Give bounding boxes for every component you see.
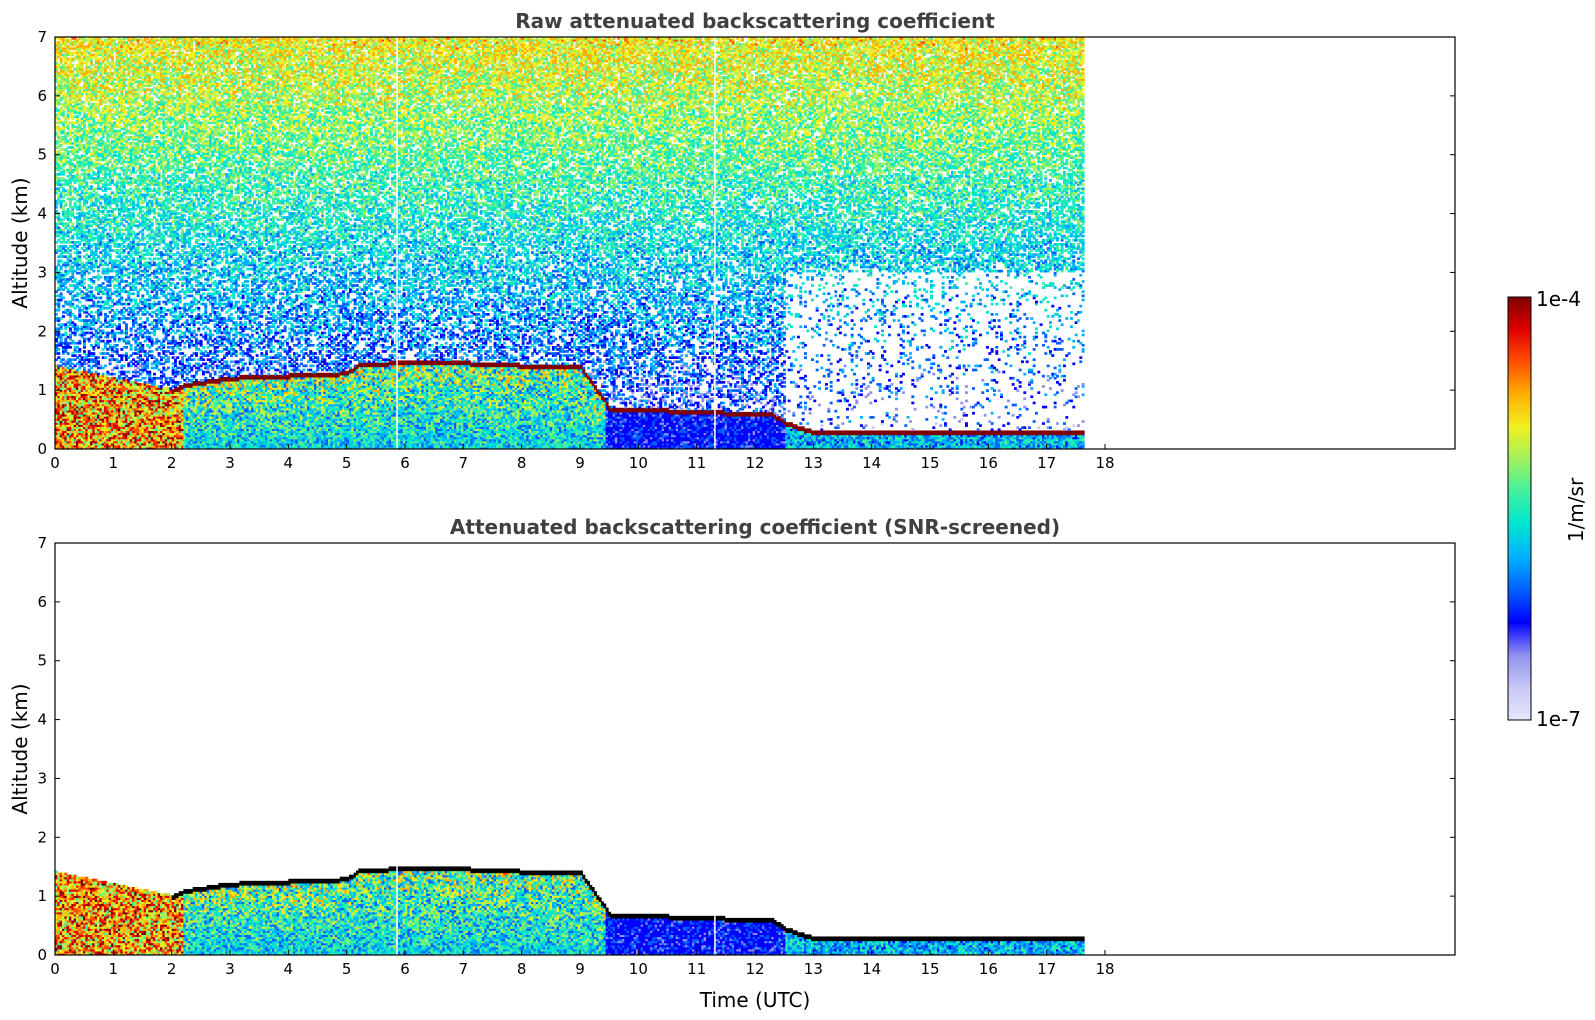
panel-raw-title: Raw attenuated backscattering coefficien… (515, 9, 995, 33)
heatmap-cell (57, 352, 60, 355)
heatmap-cell (64, 202, 67, 205)
heatmap-cell (64, 332, 67, 335)
heatmap-cell (67, 352, 70, 355)
figure: Raw attenuated backscattering coefficien… (0, 0, 1595, 1020)
panel-raw-heatmap (55, 37, 1085, 450)
panel-raw: Raw attenuated backscattering coefficien… (8, 9, 1455, 472)
heatmap-cell (62, 315, 65, 318)
heatmap-cell (60, 292, 63, 295)
heatmap-cell (57, 348, 60, 351)
heatmap-cell (62, 297, 65, 300)
